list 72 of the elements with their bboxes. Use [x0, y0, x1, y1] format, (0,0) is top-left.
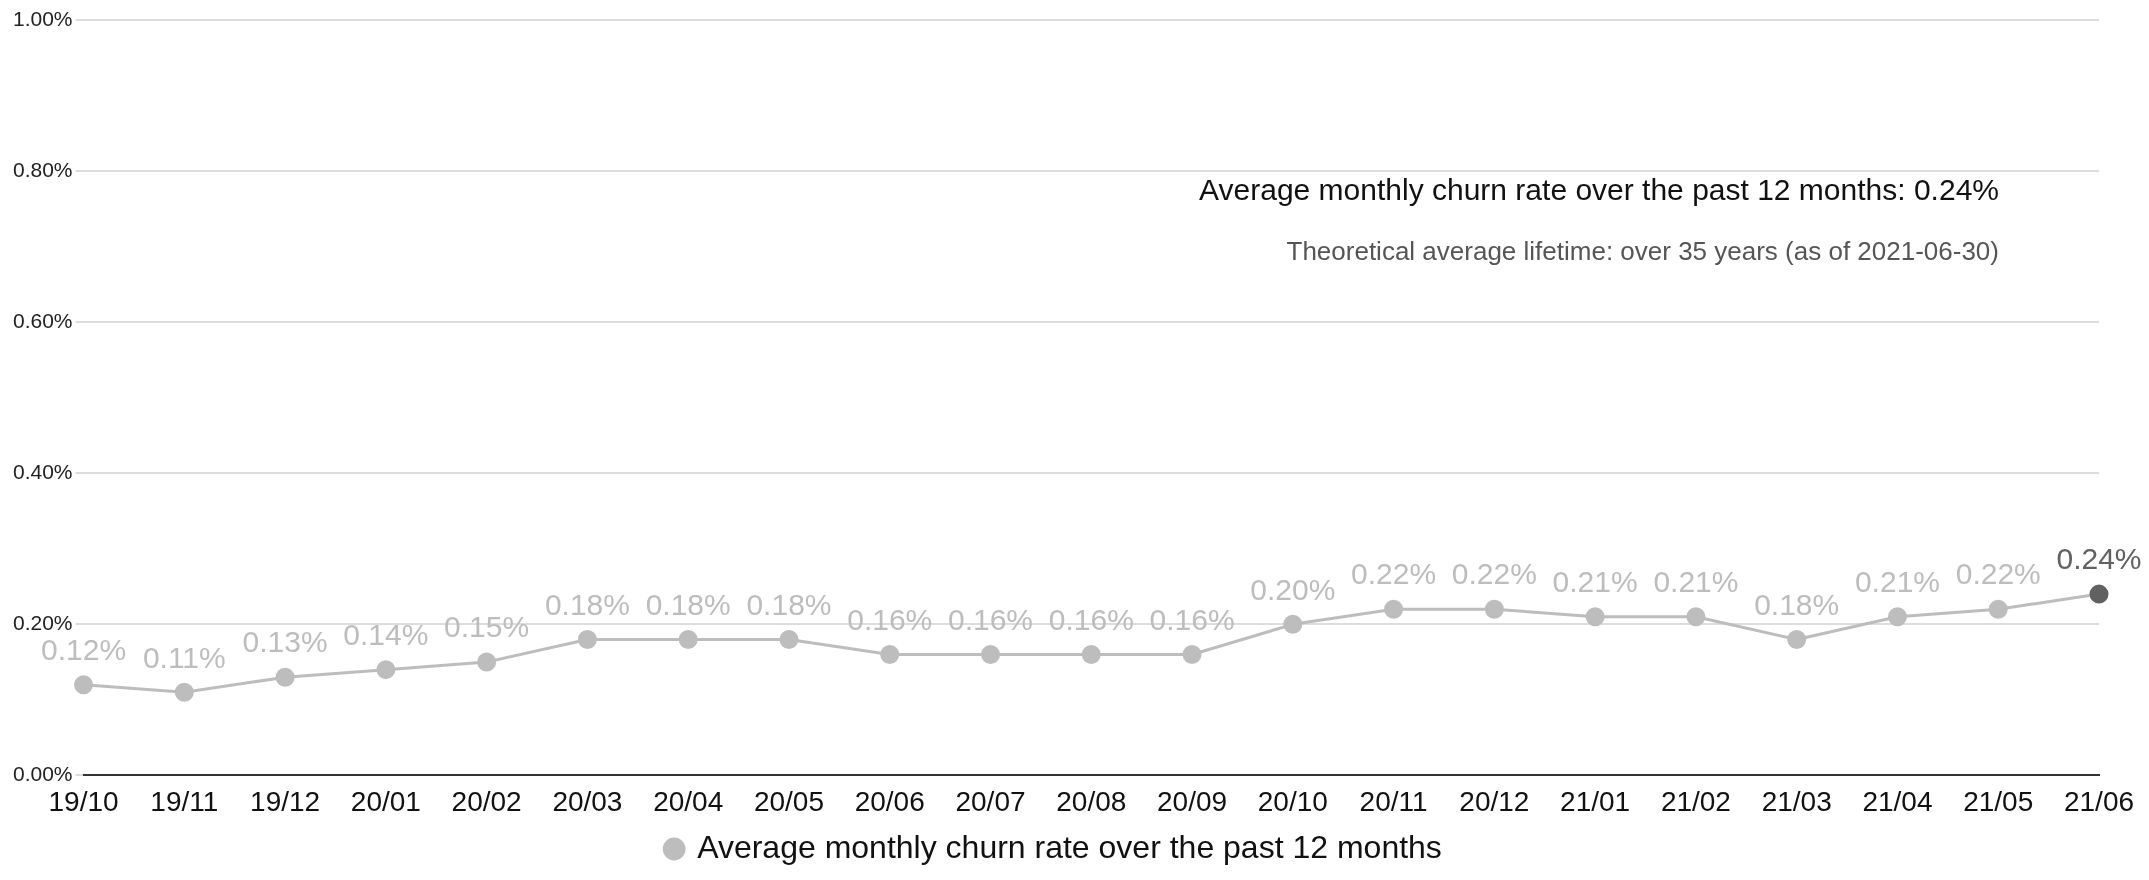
y-tick-label: 0.20%	[13, 611, 73, 635]
point	[981, 645, 1000, 665]
point	[1484, 599, 1504, 619]
data-label: 0.12%	[41, 633, 127, 667]
data-label: 0.24%	[2056, 542, 2142, 576]
annotation: Average monthly churn rate over the past 12 months: 0.24%	[1199, 173, 1999, 206]
data-label: 0.18%	[544, 587, 630, 621]
x-tick-label: 21/01	[1560, 785, 1631, 817]
x-tick-label: 21/06	[2063, 785, 2135, 817]
x-tick-label: 19/12	[250, 785, 321, 817]
x-tick-label: 21/02	[1660, 785, 1731, 817]
point	[376, 660, 396, 680]
data-label: 0.16%	[847, 602, 933, 636]
x-tick-label: 19/10	[48, 785, 119, 817]
point	[1686, 607, 1706, 627]
x-tick-label: 20/09	[1157, 785, 1228, 817]
x-tick-label: 21/03	[1761, 785, 1832, 817]
x-tick-label: 20/05	[753, 785, 824, 817]
data-label: 0.18%	[645, 587, 731, 621]
legend-label: Average monthly churn rate over the past 12 months	[697, 828, 1442, 865]
data-label: 0.18%	[746, 587, 832, 621]
annotation: Theoretical average lifetime: over 35 years (as of 2021-06-30)	[1286, 236, 1999, 266]
data-label: 0.13%	[242, 625, 328, 659]
data-label: 0.18%	[1754, 587, 1840, 621]
data-label: 0.14%	[343, 617, 429, 651]
x-tick-label: 20/07	[955, 785, 1026, 817]
x-tick-label: 20/11	[1359, 785, 1428, 817]
point	[1081, 645, 1101, 665]
y-tick-label: 0.60%	[13, 308, 73, 332]
x-tick-label: 20/12	[1459, 785, 1530, 817]
data-label: 0.11%	[142, 640, 226, 674]
x-tick-label: 20/02	[451, 785, 522, 817]
x-tick-label: 20/06	[854, 785, 925, 817]
point	[275, 667, 295, 687]
data-label: 0.22%	[1955, 557, 2041, 591]
point	[1585, 607, 1605, 627]
x-tick-label: 19/11	[150, 785, 219, 817]
data-label: 0.22%	[1351, 557, 1437, 591]
point	[477, 652, 497, 672]
x-tick-label: 20/03	[552, 785, 623, 817]
point	[1988, 599, 2008, 619]
data-label: 0.22%	[1451, 557, 1537, 591]
data-label: 0.20%	[1250, 572, 1336, 606]
data-label: 0.21%	[1653, 565, 1739, 599]
y-tick-label: 0.40%	[13, 460, 73, 484]
point	[1787, 629, 1807, 649]
x-tick-label: 20/04	[653, 785, 724, 817]
point	[1283, 614, 1303, 634]
data-label: 0.15%	[444, 610, 530, 644]
point	[2089, 584, 2109, 604]
point	[174, 682, 194, 702]
y-tick-label: 0.80%	[13, 157, 73, 181]
point	[577, 629, 597, 649]
point	[880, 645, 900, 665]
point	[678, 629, 698, 649]
y-tick-label: 0.00%	[13, 762, 73, 786]
x-tick-label: 21/04	[1862, 785, 1933, 817]
point	[74, 675, 94, 695]
data-label: 0.21%	[1854, 565, 1940, 599]
point	[1887, 607, 1907, 627]
data-label: 0.16%	[947, 602, 1034, 636]
y-tick-label: 1.00%	[13, 6, 73, 30]
point	[1384, 599, 1404, 619]
data-label: 0.16%	[1048, 602, 1134, 636]
data-label: 0.16%	[1149, 602, 1235, 636]
x-tick-label: 20/10	[1257, 785, 1328, 817]
data-label: 0.21%	[1552, 565, 1638, 599]
point	[1182, 645, 1202, 665]
x-tick-label: 20/08	[1056, 785, 1127, 817]
x-tick-label: 21/05	[1963, 785, 2034, 817]
point	[779, 629, 799, 649]
x-tick-label: 20/01	[350, 785, 421, 817]
